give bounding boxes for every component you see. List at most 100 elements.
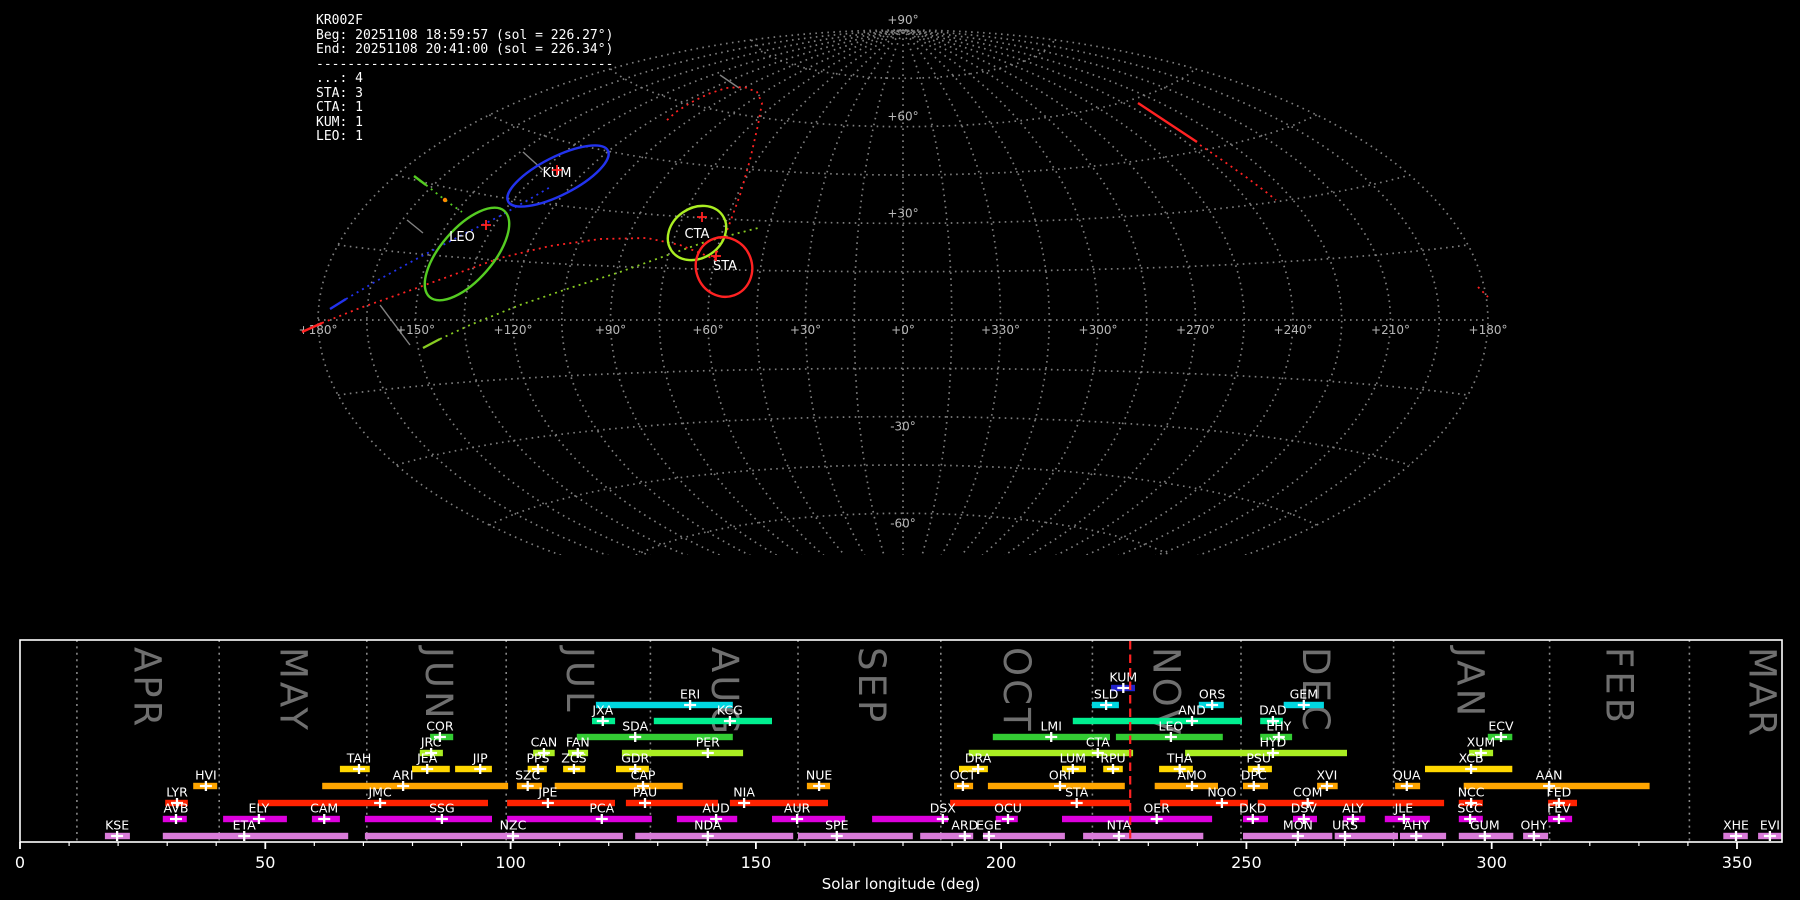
- shower-label-SZC: SZC: [515, 768, 540, 783]
- peak-marker-FED: [1552, 798, 1565, 808]
- month-label: APR: [126, 647, 169, 729]
- activity-bar-URS: [1334, 832, 1398, 840]
- radiant-ellipse: [666, 204, 728, 262]
- shower-label-TAH: TAH: [346, 751, 372, 766]
- meteor-path-dotted: [665, 86, 763, 259]
- activity-bar-JMC: [257, 799, 488, 807]
- shower-label-MON: MON: [1283, 818, 1313, 833]
- shower-label-ZCS: ZCS: [561, 751, 586, 766]
- shower-label-JPE: JPE: [537, 785, 557, 800]
- meteor-path-dotted: [1477, 286, 1489, 298]
- peak-marker-NDA: [701, 831, 714, 841]
- peak-marker-AUD: [710, 814, 723, 824]
- peak-marker-SCC: [1464, 814, 1477, 824]
- peak-marker-LMI: [1045, 732, 1058, 742]
- shower-label-ARI: ARI: [393, 768, 414, 783]
- shower-label-SSG: SSG: [429, 801, 455, 816]
- peak-marker-GUM: [1478, 831, 1491, 841]
- peak-marker-ARI: [397, 781, 410, 791]
- shower-label-JMC: JMC: [367, 785, 391, 800]
- x-tick-label: 100: [495, 853, 526, 872]
- peak-marker-DAD: [1266, 716, 1279, 726]
- peak-marker-OHY: [1527, 831, 1540, 841]
- shower-label-DPC: DPC: [1241, 768, 1267, 783]
- shower-label-JLE: JLE: [1394, 801, 1414, 816]
- x-tick-label: 0: [15, 853, 25, 872]
- month-label: SEP: [850, 647, 893, 725]
- shower-label-KSE: KSE: [105, 818, 129, 833]
- peak-marker-LYR: [171, 798, 183, 808]
- peak-marker-XCB: [1465, 764, 1478, 774]
- meteor-trail-solid: [329, 297, 347, 311]
- meteor-track-STA-2: [665, 86, 763, 259]
- peak-marker-JRC: [425, 748, 438, 758]
- peak-marker-MON: [1291, 831, 1304, 841]
- activity-bar-STA: [950, 799, 1131, 807]
- meridian-line: [902, 29, 1392, 555]
- x-axis: [19, 842, 1738, 849]
- shower-label-JEA: JEA: [416, 751, 438, 766]
- meteor-path-dotted: [321, 237, 719, 324]
- shower-label-AAN: AAN: [1536, 768, 1563, 783]
- sporadic-meteor-trail: [406, 219, 424, 234]
- parallel-line: [488, 464, 1318, 526]
- activity-bar-HYD: [1185, 749, 1347, 757]
- x-tick-label: 350: [1722, 853, 1753, 872]
- lat-label: +30°: [887, 206, 918, 220]
- meridian-line: [902, 29, 1246, 555]
- sky-grid-labels: +180° +150° +120° +90° +60° +30° +0° +330° +300°…: [299, 13, 1508, 530]
- lat-label: -60°: [890, 516, 916, 530]
- meteor-begin-dot: [442, 197, 448, 203]
- activity-bar-ARD: [920, 832, 974, 840]
- peak-marker-GEM: [1297, 700, 1310, 710]
- parallel-line: [337, 244, 1469, 273]
- shower-label-LYR: LYR: [166, 785, 188, 800]
- month-grid: APR MAY JUN JUL AUG SEP OCT NOV DEC JAN FEB MAR: [76, 640, 1784, 842]
- activity-bar-SSG: [364, 815, 492, 823]
- radiant-CTA: CTA: [666, 204, 728, 262]
- lon-label: +210°: [1371, 323, 1410, 337]
- meteor-trail-solid: [301, 321, 323, 334]
- meridian-line: [658, 29, 904, 555]
- shower-label-ALY: ALY: [1342, 801, 1364, 816]
- meridian-line: [609, 29, 904, 555]
- peak-marker-PPS: [532, 764, 544, 774]
- month-label: MAR: [1741, 647, 1784, 739]
- shower-label-HVI: HVI: [195, 768, 217, 783]
- peak-marker-CAN: [537, 748, 550, 758]
- shower-label-PPS: PPS: [526, 751, 549, 766]
- shower-row-magenta: AVB ELY CAM SSG PCA AUD AUR DSX OCU OER DKD DSV ALY J…: [162, 801, 1573, 824]
- activity-bar-KCG: [653, 717, 772, 725]
- peak-marker-JMC: [374, 798, 387, 808]
- x-tick-label: 150: [741, 853, 772, 872]
- lon-label: +270°: [1176, 323, 1215, 337]
- activity-bar-PCA: [507, 815, 652, 823]
- radiant-ellipse: [506, 144, 610, 208]
- activity-bar-AAN: [1463, 782, 1650, 790]
- peak-marker-ARD: [958, 831, 971, 841]
- peak-marker-JXA: [596, 716, 609, 726]
- shower-label-ERI: ERI: [680, 687, 700, 702]
- peak-marker-HYD: [1266, 748, 1279, 758]
- meteor-trail-solid: [1137, 101, 1198, 144]
- peak-marker-OER: [1150, 814, 1163, 824]
- shower-label-KCG: KCG: [717, 703, 743, 718]
- meridian-line: [902, 29, 1441, 555]
- meteor-track-LEO: [413, 175, 463, 213]
- shower-label-ELY: ELY: [248, 801, 269, 816]
- shower-label-FAN: FAN: [566, 735, 590, 750]
- shower-label-SCC: SCC: [1457, 801, 1483, 816]
- peak-marker-DSV: [1297, 814, 1310, 824]
- lat-label: +90°: [887, 13, 918, 27]
- shower-label-COM: COM: [1293, 785, 1322, 800]
- month-label: JAN: [1449, 645, 1492, 719]
- peak-marker-ZCS: [567, 764, 580, 774]
- shower-label-NTA: NTA: [1107, 818, 1132, 833]
- radiant-LEO: LEO: [423, 206, 511, 302]
- activity-bar-ETA: [162, 832, 349, 840]
- peak-marker-GDR: [629, 764, 642, 774]
- peak-marker-OCT: [956, 781, 969, 791]
- lon-label: +330°: [981, 323, 1020, 337]
- peak-marker-COM: [1301, 798, 1314, 808]
- meridian-line: [902, 29, 1148, 555]
